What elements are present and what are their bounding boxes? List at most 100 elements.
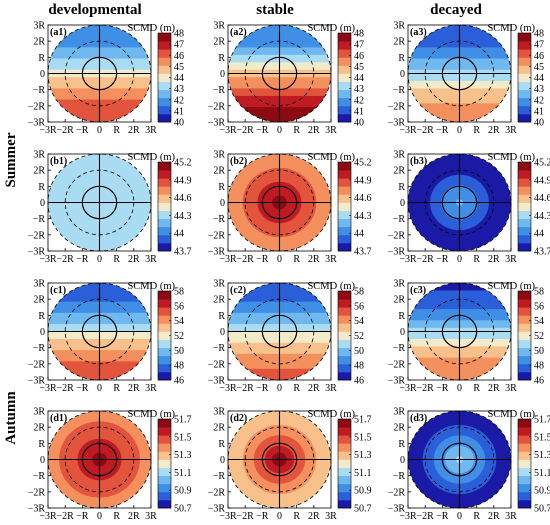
colorbar-swatch bbox=[518, 194, 531, 203]
colorbar-tick-label: 48 bbox=[354, 361, 364, 372]
colorbar-swatch bbox=[338, 491, 351, 501]
y-tick-label: 3R bbox=[213, 279, 225, 290]
colorbar-tick-label: 54 bbox=[174, 316, 184, 327]
colorbar-swatch bbox=[338, 307, 351, 316]
y-tick-label: −R bbox=[33, 85, 46, 96]
x-tick-label: R bbox=[293, 511, 300, 522]
colorbar-tick-label: 44.3 bbox=[534, 211, 550, 222]
colorbar-swatch bbox=[338, 234, 351, 244]
colorbar-tick-label: 46 bbox=[174, 376, 184, 387]
colorbar-tick-label: 42 bbox=[354, 95, 364, 106]
y-tick-label: 2R bbox=[393, 295, 405, 306]
colorbar-tick-label: 47 bbox=[174, 40, 184, 51]
colorbar-swatch bbox=[158, 443, 171, 452]
colorbar-swatch bbox=[518, 363, 531, 373]
colorbar-swatch bbox=[158, 427, 171, 436]
x-tick-label: 3R bbox=[325, 383, 337, 394]
y-tick-label: −3R bbox=[388, 118, 406, 129]
colorbar-swatch bbox=[158, 49, 171, 58]
x-tick-label: 2R bbox=[308, 125, 320, 136]
x-tick-label: −2R bbox=[57, 511, 75, 522]
colorbar-swatch bbox=[338, 467, 351, 477]
y-tick-label: 0 bbox=[400, 69, 405, 80]
colorbar-swatch bbox=[518, 218, 531, 228]
x-tick-label: −3R bbox=[39, 125, 57, 136]
colorbar-tick-label: 46 bbox=[354, 51, 364, 62]
y-tick-label: 2R bbox=[33, 423, 45, 434]
y-tick-label: 2R bbox=[33, 37, 45, 48]
x-tick-label: −2R bbox=[237, 125, 255, 136]
y-tick-label: 0 bbox=[40, 198, 45, 209]
y-tick-label: −R bbox=[33, 343, 46, 354]
colorbar-swatch bbox=[518, 234, 531, 244]
x-tick-label: R bbox=[113, 125, 120, 136]
x-tick-label: R bbox=[473, 125, 480, 136]
y-tick-label: −2R bbox=[28, 101, 46, 112]
colorbar-swatch bbox=[518, 355, 531, 365]
colorbar-swatch bbox=[338, 475, 351, 485]
panel-label: (d2) bbox=[230, 413, 247, 424]
colorbar-tick-label: 46 bbox=[174, 51, 184, 62]
colorbar-swatch bbox=[158, 170, 171, 179]
x-tick-label: 2R bbox=[488, 125, 500, 136]
y-tick-label: −2R bbox=[208, 101, 226, 112]
colorbar-swatch bbox=[518, 475, 531, 485]
x-tick-label: −2R bbox=[57, 254, 75, 265]
y-tick-label: −3R bbox=[208, 376, 226, 387]
colorbar-swatch bbox=[338, 186, 351, 195]
colorbar-swatch bbox=[518, 113, 531, 123]
x-tick-label: 2R bbox=[128, 254, 140, 265]
colorbar-swatch bbox=[518, 347, 531, 357]
y-tick-label: 2R bbox=[393, 37, 405, 48]
x-tick-label: 3R bbox=[145, 254, 157, 265]
y-tick-label: −R bbox=[393, 214, 406, 225]
colorbar-tick-label: 51.7 bbox=[174, 415, 192, 426]
colorbar-tick-label: 51.7 bbox=[354, 415, 372, 426]
colorbar-tick-label: 45.2 bbox=[354, 158, 372, 169]
colorbar-swatch bbox=[158, 347, 171, 357]
colorbar-swatch bbox=[338, 105, 351, 115]
colorbar: SCMD (m) 45.2 44.9 44.6 44.3 44 43.7 bbox=[487, 152, 550, 258]
colorbar-frame bbox=[157, 161, 172, 252]
colorbar-swatch bbox=[338, 419, 351, 428]
colorbar-swatch bbox=[158, 113, 171, 123]
x-tick-label: 0 bbox=[277, 125, 282, 136]
colorbar-swatch bbox=[518, 97, 531, 107]
colorbar-swatch bbox=[158, 57, 171, 66]
colorbar-tick-label: 44.9 bbox=[174, 175, 192, 186]
x-tick-label: −3R bbox=[399, 125, 417, 136]
panel-label: (b2) bbox=[230, 156, 247, 167]
colorbar: SCMD (m) 45.2 44.9 44.6 44.3 44 43.7 bbox=[307, 152, 371, 258]
panel-label: (d1) bbox=[50, 413, 67, 424]
y-tick-label: R bbox=[38, 53, 45, 64]
colorbar-tick-label: 45 bbox=[534, 62, 544, 73]
colorbar-swatch bbox=[338, 363, 351, 373]
colorbar-title: SCMD (m) bbox=[307, 409, 355, 420]
y-tick-label: R bbox=[398, 182, 405, 193]
colorbar-tick-label: 48 bbox=[534, 361, 544, 372]
x-tick-label: −R bbox=[256, 254, 269, 265]
colorbar-title: SCMD (m) bbox=[487, 23, 535, 34]
x-tick-label: 2R bbox=[488, 254, 500, 265]
y-tick-label: R bbox=[398, 53, 405, 64]
colorbar-tick-label: 51.3 bbox=[534, 450, 550, 461]
colorbar-tick-label: 42 bbox=[534, 95, 544, 106]
colorbar-tick-label: 40 bbox=[534, 118, 544, 129]
y-tick-label: −2R bbox=[28, 230, 46, 241]
y-tick-label: 0 bbox=[220, 455, 225, 466]
x-tick-label: 3R bbox=[505, 125, 517, 136]
colorbar-swatch bbox=[338, 347, 351, 357]
colorbar-title: SCMD (m) bbox=[127, 281, 175, 292]
x-tick-label: −3R bbox=[219, 511, 237, 522]
y-tick-label: R bbox=[218, 182, 225, 193]
colorbar-tick-label: 43 bbox=[174, 84, 184, 95]
x-tick-label: −3R bbox=[399, 383, 417, 394]
colorbar-swatch bbox=[158, 178, 171, 187]
colorbar-tick-label: 51.5 bbox=[354, 432, 372, 443]
y-tick-label: −2R bbox=[208, 359, 226, 370]
colorbar: SCMD (m) 51.7 51.5 51.3 51.1 50.9 50.7 bbox=[127, 409, 191, 515]
y-tick-label: −2R bbox=[208, 230, 226, 241]
colorbar-tick-label: 41 bbox=[174, 106, 184, 117]
